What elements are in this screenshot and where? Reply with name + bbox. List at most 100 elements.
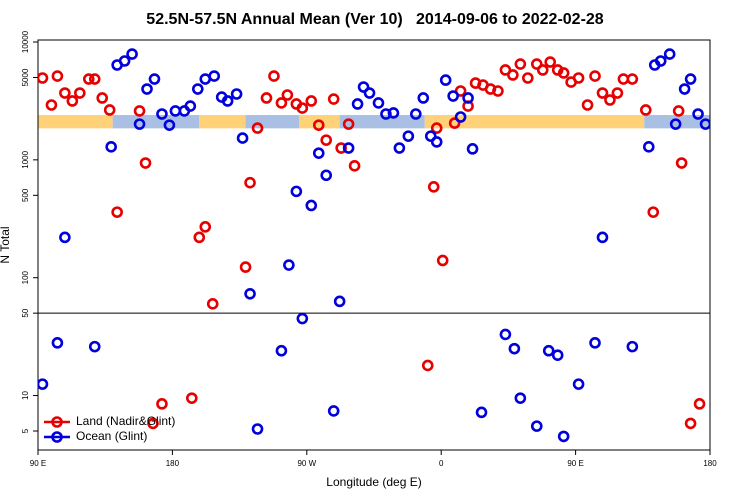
point xyxy=(186,392,198,404)
point xyxy=(118,55,131,67)
point xyxy=(393,142,406,154)
point xyxy=(421,359,434,372)
point xyxy=(290,185,303,198)
point xyxy=(156,398,168,410)
y-tick-label: 100 xyxy=(21,270,30,284)
point xyxy=(447,90,459,102)
point xyxy=(466,143,479,155)
point xyxy=(74,87,86,99)
point xyxy=(45,99,58,111)
point xyxy=(417,92,430,104)
point xyxy=(589,337,601,349)
point xyxy=(536,64,549,76)
band xyxy=(339,115,425,129)
point xyxy=(268,70,280,82)
x-tick-label: 0 xyxy=(439,459,444,468)
point xyxy=(251,423,264,435)
point xyxy=(530,420,543,432)
x-tick-label: 90 E xyxy=(30,459,46,468)
point xyxy=(692,108,704,120)
point xyxy=(380,108,392,120)
point xyxy=(439,74,452,86)
series xyxy=(38,56,706,430)
point xyxy=(387,107,400,119)
plot-frame xyxy=(37,39,711,451)
y-tick-label: 10 xyxy=(21,391,30,400)
point xyxy=(589,70,601,82)
point xyxy=(206,298,219,310)
point xyxy=(454,111,467,123)
point xyxy=(133,118,146,130)
chart-title: 52.5N-57.5N Annual Mean (Ver 10) 2014-09… xyxy=(146,11,604,28)
point xyxy=(617,73,630,85)
point xyxy=(424,130,437,142)
point xyxy=(327,405,340,417)
point xyxy=(275,344,288,357)
point xyxy=(551,349,564,361)
legend-marker xyxy=(51,416,63,428)
point xyxy=(133,105,146,117)
point xyxy=(312,119,325,131)
point xyxy=(514,58,527,70)
point xyxy=(654,55,667,67)
point xyxy=(693,398,706,410)
band xyxy=(199,115,246,129)
band xyxy=(38,115,113,129)
point xyxy=(557,430,570,443)
point xyxy=(462,92,474,104)
point xyxy=(351,98,364,110)
point xyxy=(184,100,197,112)
band xyxy=(424,115,645,129)
point xyxy=(141,83,153,95)
point xyxy=(663,48,676,60)
x-tick-label: 180 xyxy=(166,459,180,468)
point xyxy=(427,181,440,193)
point xyxy=(96,92,109,104)
legend-label: Ocean (Glint) xyxy=(76,429,147,443)
point xyxy=(454,85,467,97)
point xyxy=(530,58,543,70)
y-axis-label: N Total xyxy=(0,226,12,263)
point xyxy=(357,81,370,93)
point xyxy=(88,73,101,85)
point xyxy=(402,130,415,142)
point xyxy=(305,199,318,212)
point xyxy=(499,328,512,341)
point xyxy=(38,378,49,390)
point xyxy=(335,142,347,154)
point xyxy=(596,231,609,244)
point xyxy=(82,73,95,85)
point xyxy=(51,70,64,82)
point xyxy=(507,69,519,81)
point xyxy=(296,312,309,325)
point xyxy=(199,221,212,233)
point xyxy=(639,104,652,116)
point xyxy=(363,87,376,99)
point xyxy=(672,105,685,117)
point xyxy=(59,87,71,99)
point xyxy=(678,83,691,95)
point xyxy=(208,70,221,82)
point xyxy=(675,157,688,169)
point xyxy=(38,72,49,84)
x-axis-label: Longitude (deg E) xyxy=(326,475,421,489)
point xyxy=(581,99,594,111)
series xyxy=(38,48,710,443)
point xyxy=(557,67,570,79)
point xyxy=(596,87,609,99)
point xyxy=(111,206,123,218)
point xyxy=(448,117,461,129)
point xyxy=(642,141,655,153)
point xyxy=(626,340,639,353)
point xyxy=(430,122,443,134)
point xyxy=(191,83,204,95)
point xyxy=(499,64,512,76)
point xyxy=(611,87,624,99)
point xyxy=(251,122,264,134)
point xyxy=(169,105,182,117)
point xyxy=(410,108,422,120)
y-tick-label: 1000 xyxy=(21,150,30,168)
point xyxy=(312,147,325,159)
point xyxy=(156,108,168,120)
y-tick-label: 5 xyxy=(21,428,30,433)
